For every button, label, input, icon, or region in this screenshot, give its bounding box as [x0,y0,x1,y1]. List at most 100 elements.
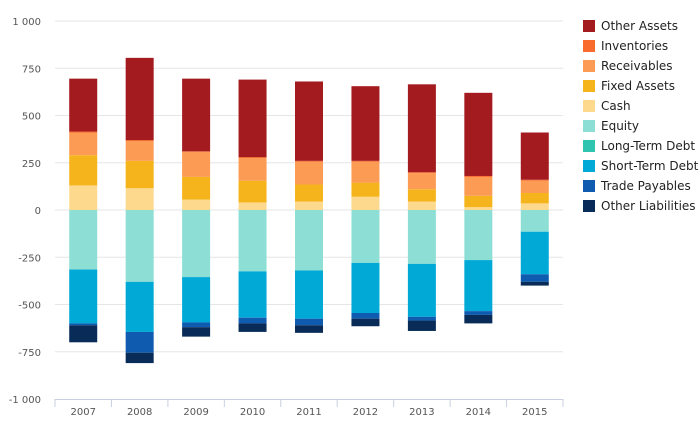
legend-label: Other Liabilities [601,199,696,213]
legend-label: Inventories [601,39,668,53]
bar-segment [295,325,323,333]
bar-segment [464,311,493,315]
x-tick-label: 2007 [70,407,95,418]
bar-segment [351,86,380,161]
bar-segment [69,155,98,186]
legend-swatch [583,100,595,112]
bar-segment [295,270,323,319]
bar-segment [520,210,549,232]
bar-segment [520,203,549,210]
bar-segment [520,179,549,181]
bar-segment [69,185,98,210]
bar-segment [69,131,98,133]
bar-segment [125,188,154,210]
bar-segment [407,263,436,317]
bars [69,57,549,364]
bar-segment [238,180,267,203]
bar-segment [351,161,380,183]
bar-segment [125,141,154,161]
x-tick-label: 2010 [240,407,265,418]
bar-segment [238,317,267,324]
bar-segment [69,269,98,324]
x-tick-label: 2014 [466,407,491,418]
legend-swatch [583,120,595,132]
bar-segment [295,210,323,271]
bar-segment [295,161,323,185]
bar-segment [407,84,436,173]
bar-segment [464,176,493,196]
bar-segment [407,316,436,321]
legend-swatch [583,180,595,192]
bar-segment [69,323,98,326]
x-tick-label: 2013 [409,407,434,418]
bar-segment [464,175,493,177]
bar-segment [125,331,154,353]
bar-segment [295,318,323,326]
y-tick-label: -1 000 [9,395,41,406]
bar-segment [182,176,211,200]
bar-segment [125,140,154,142]
bar-segment [182,151,211,177]
legend-swatch [583,40,595,52]
legend-label: Short-Term Debt [601,159,699,173]
bar-segment [351,262,380,314]
bar-segment [520,281,549,286]
y-tick-label: 0 [35,206,41,217]
y-axis: 1 000 750 500 250 0 -250 -500 -750 -1 000 [9,17,41,406]
bar-segment [407,172,436,174]
legend-swatch [583,140,595,152]
bar-segment [464,195,493,208]
legend-label: Other Assets [601,19,678,33]
y-tick-label: 250 [22,159,41,170]
bar-segment [69,132,98,156]
bar-segment [69,78,98,132]
legend-label: Equity [601,119,639,133]
bar-segment [125,160,154,189]
legend-swatch [583,80,595,92]
bar-segment [238,210,267,272]
x-tick-label: 2008 [127,407,152,418]
bar-segment [351,210,380,263]
x-tick-label: 2009 [183,407,208,418]
y-tick-label: -750 [18,348,41,359]
x-axis: 2007 2008 2009 2010 2011 2012 2013 2014 2015 [54,399,564,418]
y-tick-label: 1 000 [12,17,41,28]
bar-segment [407,320,436,331]
x-tick-label: 2011 [296,407,321,418]
bar-segment [295,81,323,161]
bar-segment [125,57,154,141]
bar-segment [464,210,493,261]
bar-segment [464,92,493,176]
bar-segment [238,202,267,210]
bar-segment [182,199,211,210]
legend-label: Receivables [601,59,673,73]
legend-label: Long-Term Debt [601,139,695,153]
bar-segment [182,327,211,337]
bar-segment [238,323,267,332]
legend-label: Cash [601,99,631,113]
bar-segment [295,184,323,202]
y-tick-label: 500 [22,112,41,123]
bar-segment [295,201,323,210]
bar-segment [238,157,267,159]
bar-segment [520,192,549,204]
bar-segment [125,281,154,332]
bar-segment [351,182,380,197]
x-tick-label: 2012 [353,407,378,418]
y-tick-label: -250 [18,253,41,264]
legend-swatch [583,200,595,212]
y-tick-label: 750 [22,64,41,75]
bar-segment [407,210,436,264]
bar-segment [238,158,267,181]
legend-swatch [583,20,595,32]
bar-segment [69,325,98,343]
legend-swatch [583,60,595,72]
bar-segment [238,271,267,318]
y-tick-label: -500 [18,301,41,312]
bar-segment [520,274,549,282]
bar-segment [520,180,549,193]
bar-segment [351,318,380,327]
bar-segment [407,173,436,190]
bar-segment [69,210,98,270]
